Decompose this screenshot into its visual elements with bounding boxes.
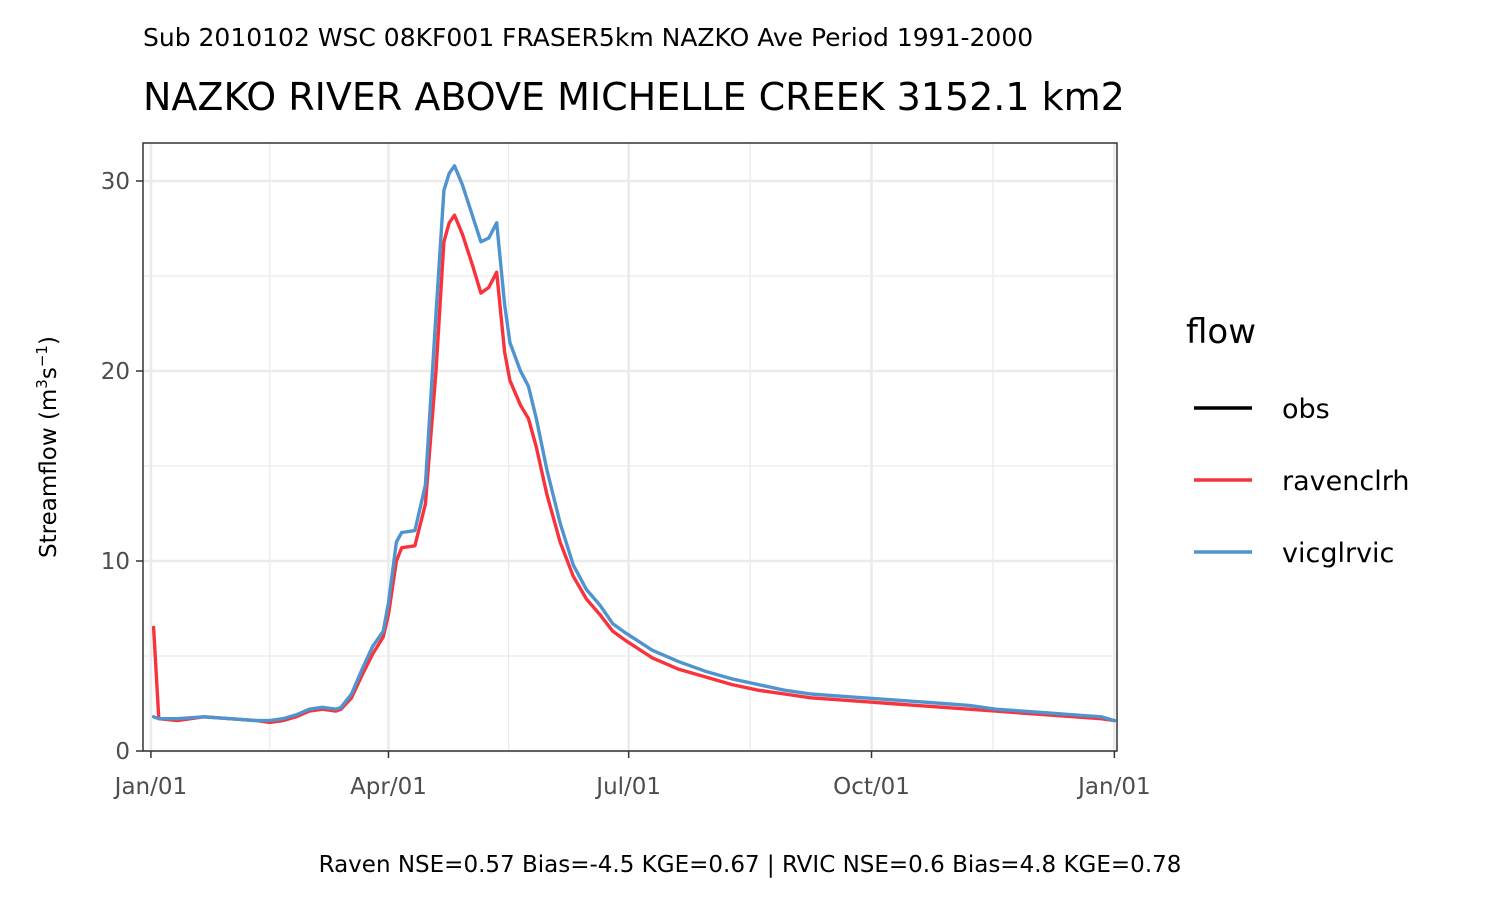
x-tick-label: Jan/01: [113, 774, 187, 800]
axes: 0 10 20 30 Jan/01 Apr/01 Jul/01 Oct/01 Jan/01: [101, 169, 1151, 800]
y-tick-label: 10: [101, 549, 130, 575]
chart-title: NAZKO RIVER ABOVE MICHELLE CREEK 3152.1 …: [143, 75, 1125, 119]
y-tick-label: 20: [101, 359, 130, 385]
x-tick-label: Jul/01: [594, 774, 661, 800]
y-axis-title-end: ): [36, 336, 62, 345]
x-tick-label: Oct/01: [833, 774, 910, 800]
series-line-ravenclrh: [151, 213, 1117, 725]
chart-caption: Raven NSE=0.57 Bias=-4.5 KGE=0.67 | RVIC…: [319, 852, 1182, 878]
legend-items: obs ravenclrh vicglrvic: [1194, 394, 1409, 569]
plot-panel-background: [143, 143, 1117, 751]
grid: [143, 143, 1117, 753]
series-lines: [151, 164, 1117, 725]
y-axis-title-mid: s: [36, 367, 62, 379]
y-tick-label: 0: [115, 739, 130, 765]
legend-label-vicglrvic: vicglrvic: [1282, 538, 1394, 569]
x-tick-label: Jan/01: [1076, 774, 1150, 800]
x-tick-label: Apr/01: [350, 774, 427, 800]
chart-subtitle: Sub 2010102 WSC 08KF001 FRASER5km NAZKO …: [143, 23, 1033, 52]
legend-label-ravenclrh: ravenclrh: [1282, 466, 1409, 497]
y-tick-label: 30: [101, 169, 130, 195]
y-axis-title-main: Streamflow (m: [36, 389, 62, 558]
plot-panel-border: [142, 142, 1118, 752]
legend-label-obs: obs: [1282, 394, 1330, 425]
y-axis-title: Streamflow (m3s−1): [33, 336, 62, 558]
y-axis-title-sup-2: −1: [33, 345, 51, 367]
legend-title: flow: [1186, 312, 1256, 352]
y-axis-title-sup-1: 3: [33, 379, 51, 389]
legend: flow obs ravenclrh vicglrvic: [1186, 312, 1409, 569]
series-line-vicglrvic: [151, 164, 1117, 723]
